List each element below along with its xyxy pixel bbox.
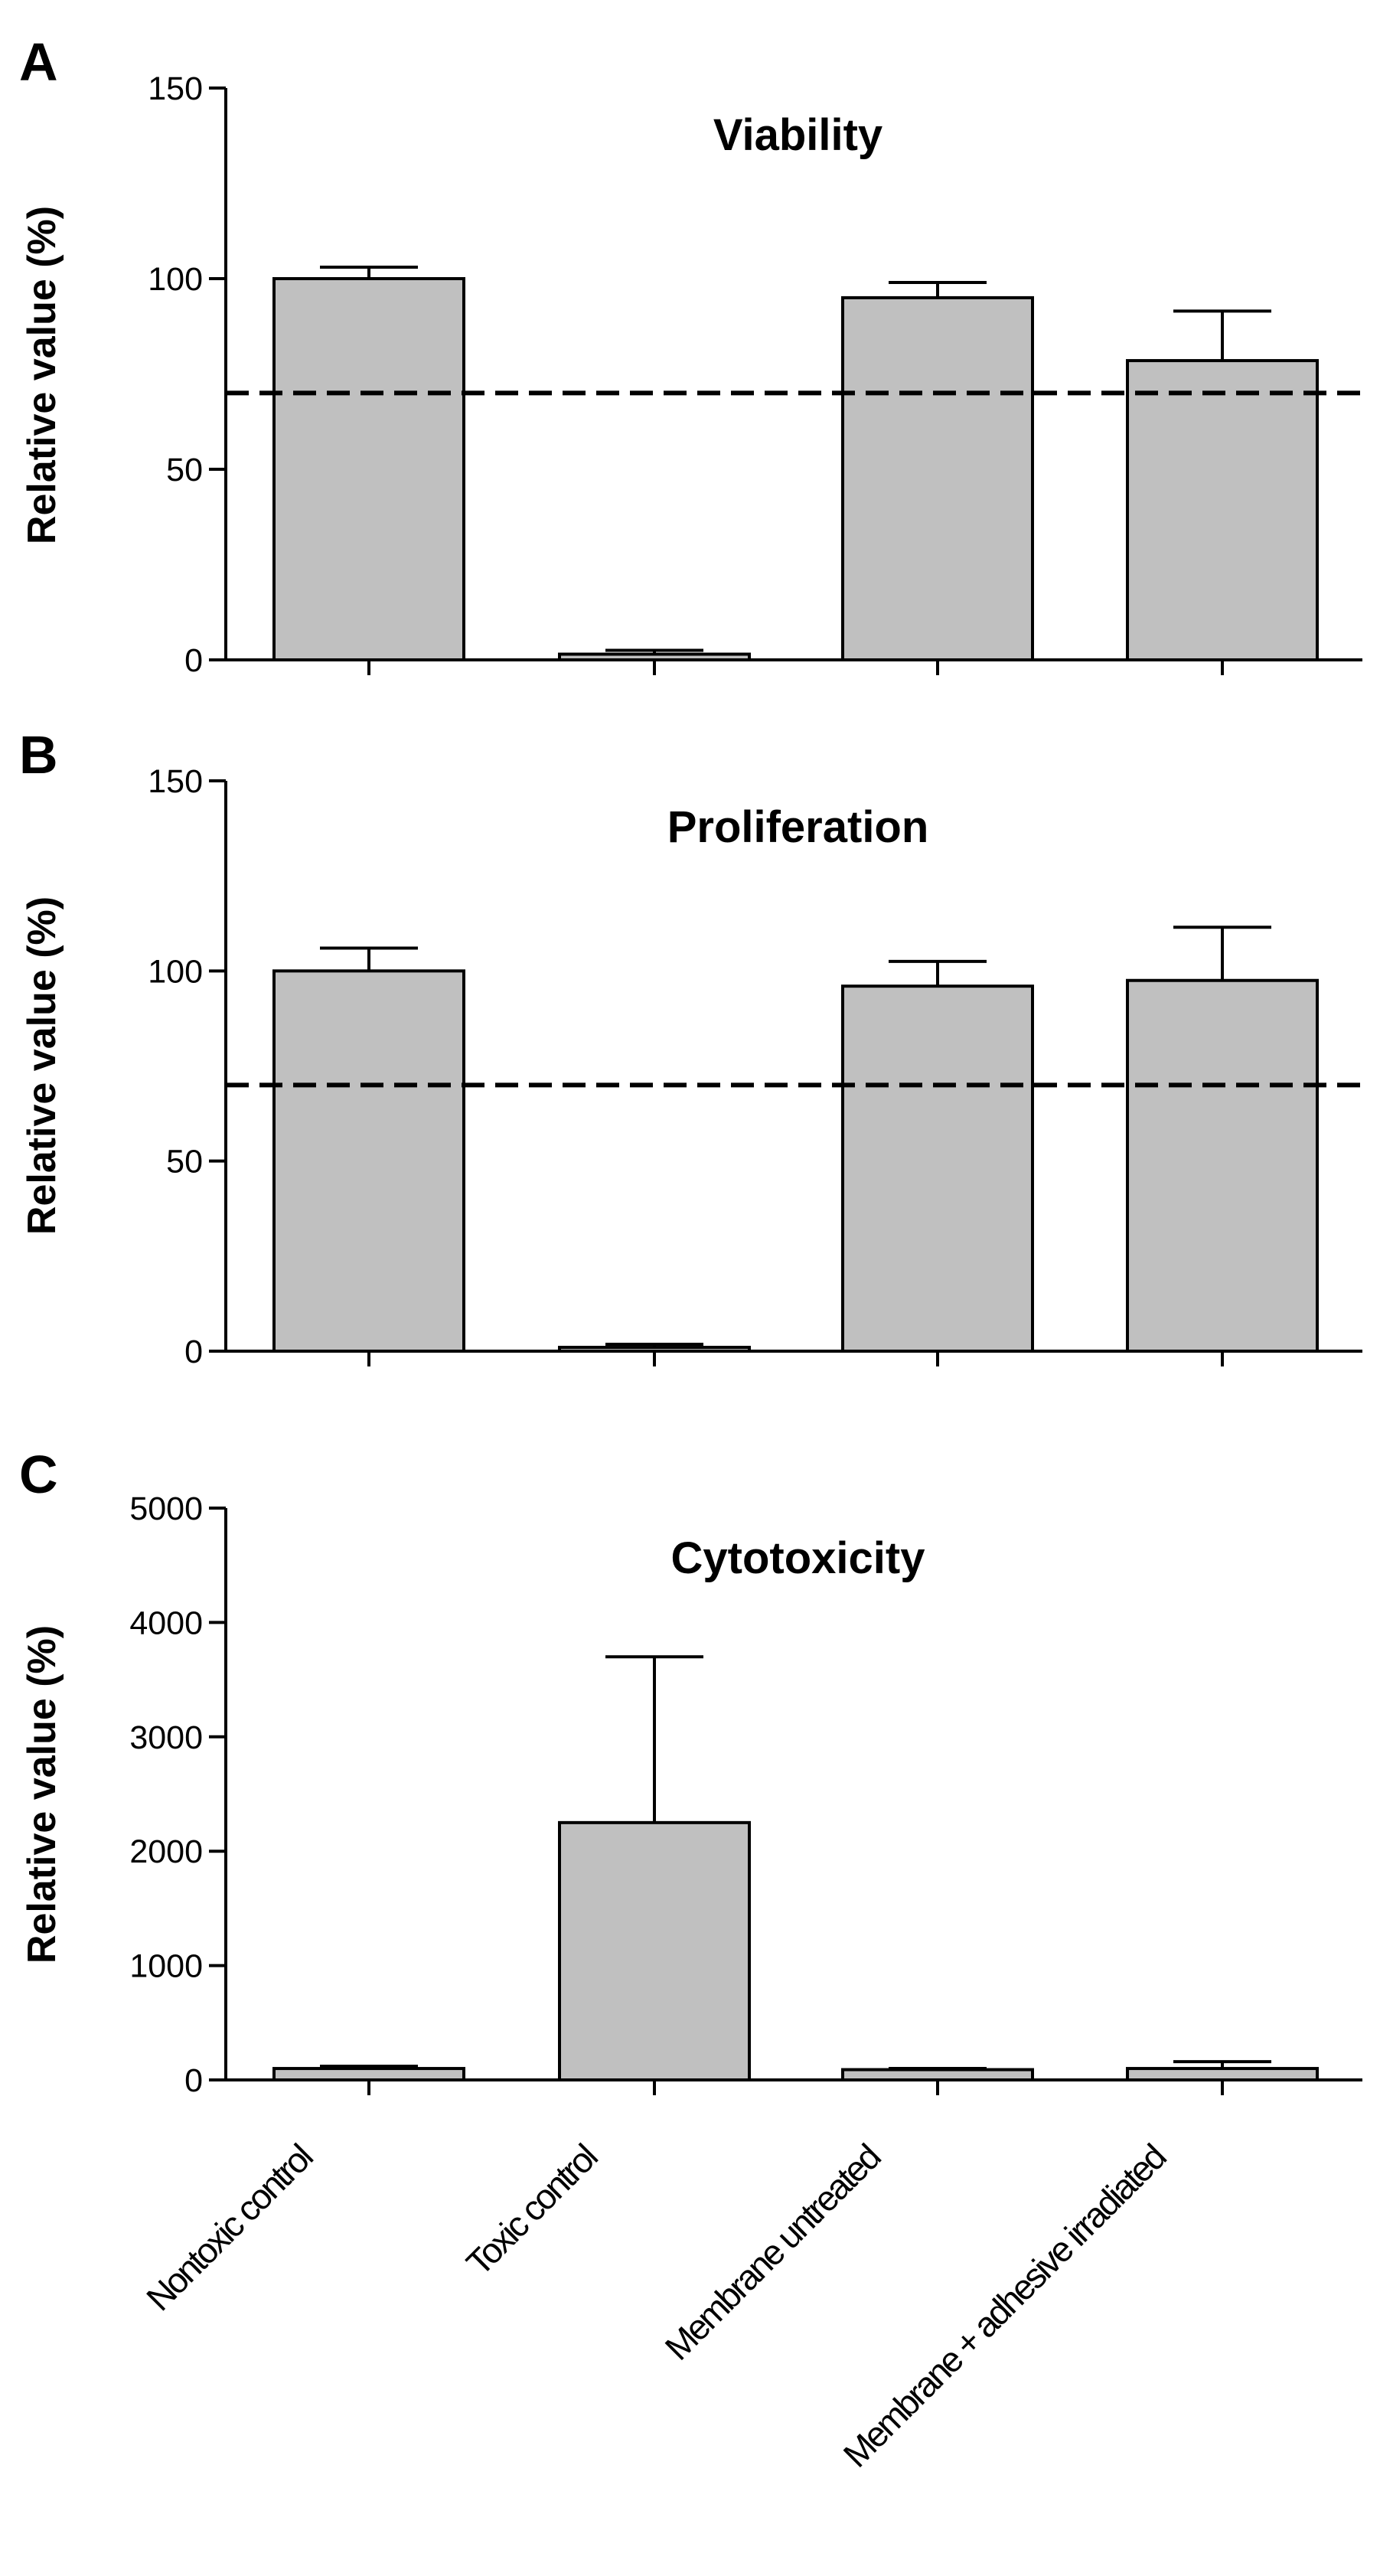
bar — [558, 1820, 751, 2082]
bar — [272, 277, 465, 661]
y-tick-label: 0 — [184, 642, 203, 679]
y-tick-label: 150 — [148, 70, 203, 107]
panel-letter: B — [19, 725, 58, 785]
y-tick-label: 0 — [184, 2062, 203, 2099]
y-tick-label: 2000 — [129, 1833, 203, 1870]
chart-title: Proliferation — [667, 802, 929, 852]
y-tick-label: 0 — [184, 1334, 203, 1370]
y-tick-label: 150 — [148, 763, 203, 800]
category-label: Nontoxic control — [139, 2137, 320, 2319]
y-tick-label: 100 — [148, 953, 203, 990]
y-tick-label: 5000 — [129, 1490, 203, 1527]
y-axis-label: Relative value (%) — [20, 896, 64, 1235]
category-label: Membrane + adhesive irradiated — [836, 2137, 1173, 2475]
bar — [841, 2068, 1034, 2081]
panel-letter: A — [19, 32, 58, 92]
category-label: Membrane untreated — [657, 2137, 888, 2368]
bar — [272, 969, 465, 1353]
y-axis-label: Relative value (%) — [20, 206, 64, 544]
category-labels: Nontoxic control Toxic control Membrane un… — [139, 2137, 1173, 2475]
chart-title: Cytotoxicity — [671, 1533, 925, 1583]
bar — [1126, 2067, 1319, 2082]
panel-a: 0 50 100 150 A Viability Relative value (%) — [19, 32, 1362, 679]
y-tick-label: 4000 — [129, 1605, 203, 1641]
bar — [841, 295, 1034, 661]
bar — [841, 984, 1034, 1353]
bar — [1126, 359, 1319, 661]
y-tick-label: 50 — [166, 452, 203, 488]
bar — [1126, 978, 1319, 1353]
y-tick-label: 3000 — [129, 1719, 203, 1756]
panel-letter: C — [19, 1445, 58, 1504]
bar — [272, 2067, 465, 2082]
y-tick-label: 100 — [148, 261, 203, 298]
y-axis-label: Relative value (%) — [20, 1625, 64, 1964]
panel-b: 0 50 100 150 B Proliferation Relative value (%… — [19, 725, 1362, 1370]
y-tick-label: 1000 — [129, 1948, 203, 1985]
y-tick-label: 50 — [166, 1144, 203, 1180]
panel-c: 0 1000 2000 3000 4000 5000 C Cytotoxicity Relati… — [19, 1445, 1362, 2099]
category-label: Toxic control — [458, 2137, 605, 2284]
chart-title: Viability — [713, 110, 882, 160]
